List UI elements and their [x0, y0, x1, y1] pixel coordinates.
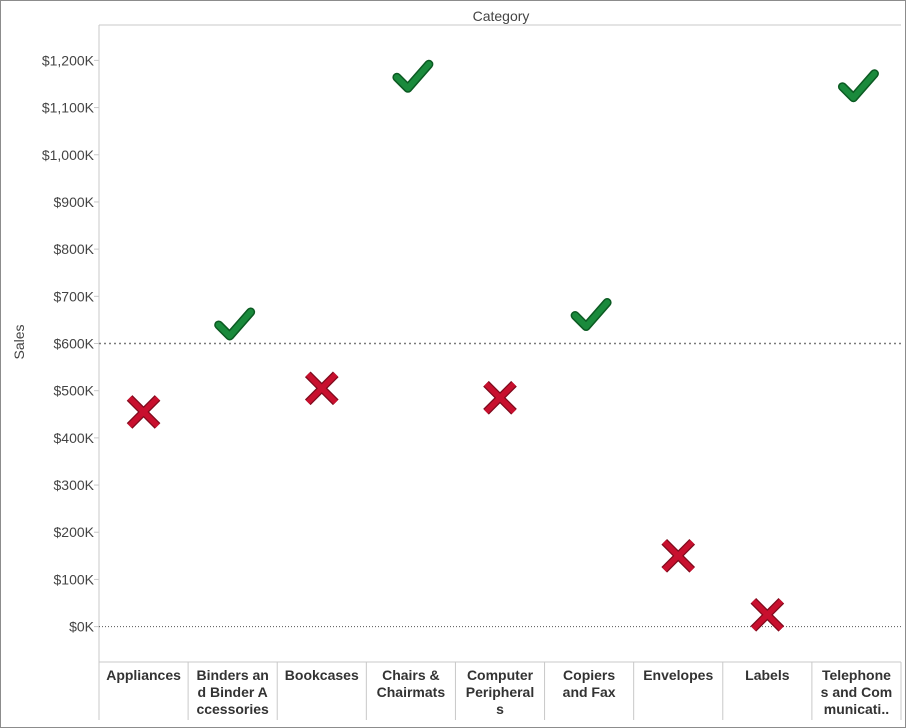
cross-mark-icon	[750, 597, 785, 632]
cross-mark-fill	[662, 539, 695, 572]
x-tick-label-line: ccessories	[196, 701, 269, 717]
cross-mark-fill	[127, 395, 160, 428]
x-tick-label: Envelopes	[643, 667, 713, 683]
x-tick-label-line: Appliances	[106, 667, 181, 683]
x-tick-label: Chairs & Chairmats	[377, 667, 446, 700]
x-tick-label: Labels	[745, 667, 790, 683]
x-tick-label-line: s and Com	[821, 684, 893, 700]
x-tick-label: Computer Peripheral s	[466, 667, 534, 717]
cross-mark-icon	[483, 380, 517, 415]
x-tick-label: Copiers and Fax	[563, 667, 616, 700]
x-tick-label-line: municati..	[824, 701, 889, 717]
x-tick-label-line: Copiers	[563, 667, 615, 683]
y-tick-label: $700K	[54, 288, 95, 304]
check-mark-icon	[214, 307, 256, 341]
check-mark-icon	[570, 298, 612, 332]
check-mark-fill	[215, 308, 254, 339]
y-tick-label: $1,200K	[42, 52, 95, 68]
cross-mark-icon	[304, 371, 339, 406]
y-tick-label: $500K	[54, 383, 95, 399]
x-tick-label-line: Envelopes	[643, 667, 713, 683]
data-marks	[126, 59, 879, 632]
y-tick-label: $800K	[54, 241, 95, 257]
cross-mark-fill	[484, 381, 516, 414]
x-tick-label-line: Computer	[467, 667, 534, 683]
y-axis-ticks: $0K $100K $200K $300K $400K $500K $600K $700K $8…	[42, 52, 99, 635]
y-tick-label: $0K	[69, 619, 95, 635]
cross-mark-fill	[751, 598, 784, 631]
y-axis-title: Sales	[11, 324, 27, 359]
x-tick-label-line: Chairmats	[377, 684, 446, 700]
x-tick-label: Appliances	[106, 667, 181, 683]
x-tick-label: Telephone s and Com municati..	[821, 667, 893, 717]
x-tick-label-line: Chairs &	[382, 667, 440, 683]
y-tick-label: $200K	[54, 524, 95, 540]
x-tick-label: Bookcases	[285, 667, 359, 683]
check-mark-fill	[393, 61, 432, 92]
y-tick-label: $900K	[54, 194, 95, 210]
check-mark-icon	[392, 59, 434, 93]
reference-lines	[99, 342, 901, 628]
check-mark-fill	[572, 299, 611, 330]
x-tick-label-line: Peripheral	[466, 684, 534, 700]
y-tick-label: $100K	[54, 571, 95, 587]
x-tick-label-line: Bookcases	[285, 667, 359, 683]
x-tick-label-line: s	[496, 701, 504, 717]
x-tick-label-line: Telephone	[822, 667, 891, 683]
x-tick-label-line: d Binder A	[198, 684, 268, 700]
cross-mark-icon	[661, 539, 696, 573]
x-tick-label-line: Labels	[745, 667, 790, 683]
cross-mark-fill	[305, 372, 338, 405]
y-tick-label: $300K	[54, 477, 95, 493]
axes-layer	[98, 24, 902, 720]
y-tick-label: $1,100K	[42, 100, 95, 116]
y-tick-label: $400K	[54, 430, 95, 446]
check-mark-icon	[837, 69, 879, 103]
check-mark-fill	[839, 70, 878, 101]
y-tick-label: $1,000K	[42, 147, 95, 163]
y-tick-label: $600K	[54, 336, 95, 352]
x-tick-label-line: Binders an	[196, 667, 268, 683]
x-tick-label-line: and Fax	[563, 684, 616, 700]
column-header: Category	[473, 8, 530, 24]
cross-mark-icon	[126, 395, 161, 429]
